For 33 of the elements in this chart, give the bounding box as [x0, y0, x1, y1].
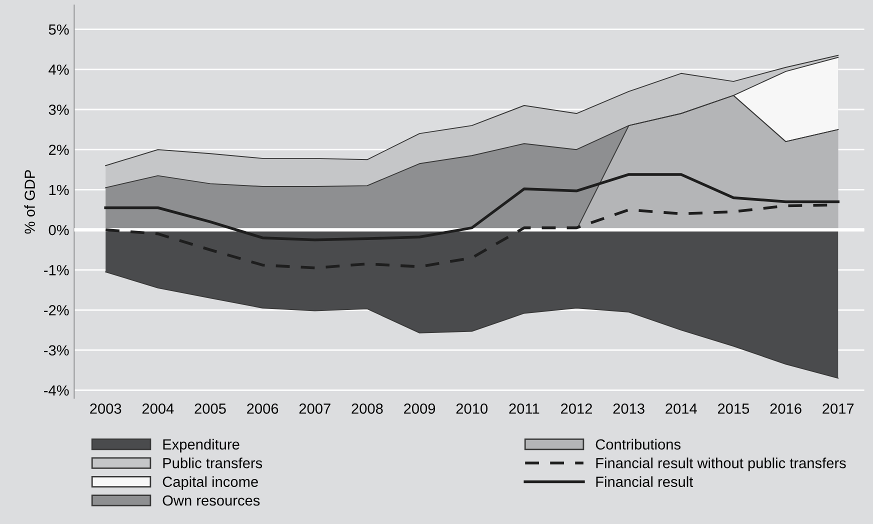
y-axis-title: % of GDP: [24, 170, 35, 234]
legend-label: Financial result: [596, 476, 694, 487]
x-tick-label: 2009: [404, 403, 436, 414]
x-tick-label: 2012: [561, 403, 592, 414]
legend-label: Own resources: [162, 495, 260, 506]
legend-label: Financial result without public transfers: [596, 458, 846, 472]
x-tick-label: 2006: [247, 403, 278, 414]
y-tick-label: 3%: [48, 104, 69, 115]
legend-label: Expenditure: [163, 438, 240, 452]
legend-label: Capital income: [162, 476, 258, 490]
x-tick-label: 2013: [613, 403, 644, 414]
x-tick-label: 2014: [666, 403, 697, 414]
x-tick-label: 2015: [718, 403, 750, 414]
x-tick-label: 2008: [352, 403, 383, 414]
y-tick-label: 2%: [49, 144, 69, 155]
x-tick-label: 2003: [90, 403, 122, 414]
y-tick-label: -4%: [44, 385, 69, 396]
legend-label: Public transfers: [163, 458, 262, 468]
x-tick-label: 2011: [509, 403, 540, 414]
y-tick-label: 1%: [49, 184, 69, 196]
y-tick-label: -1%: [44, 265, 69, 276]
x-tick-label: 2010: [456, 403, 488, 414]
y-tick-label: 0%: [48, 224, 69, 236]
x-tick-label: 2007: [299, 403, 330, 414]
x-tick-label: 2017: [822, 403, 854, 414]
y-tick-label: -3%: [44, 345, 69, 356]
y-tick-label: 5%: [48, 24, 69, 35]
x-tick-label: 2016: [770, 403, 802, 414]
legend-label: Contributions: [596, 438, 681, 450]
y-tick-label: 4%: [48, 64, 69, 75]
x-tick-label: 2005: [194, 403, 226, 414]
x-tick-label: 2004: [142, 403, 174, 414]
y-tick-label: -2%: [44, 305, 69, 316]
